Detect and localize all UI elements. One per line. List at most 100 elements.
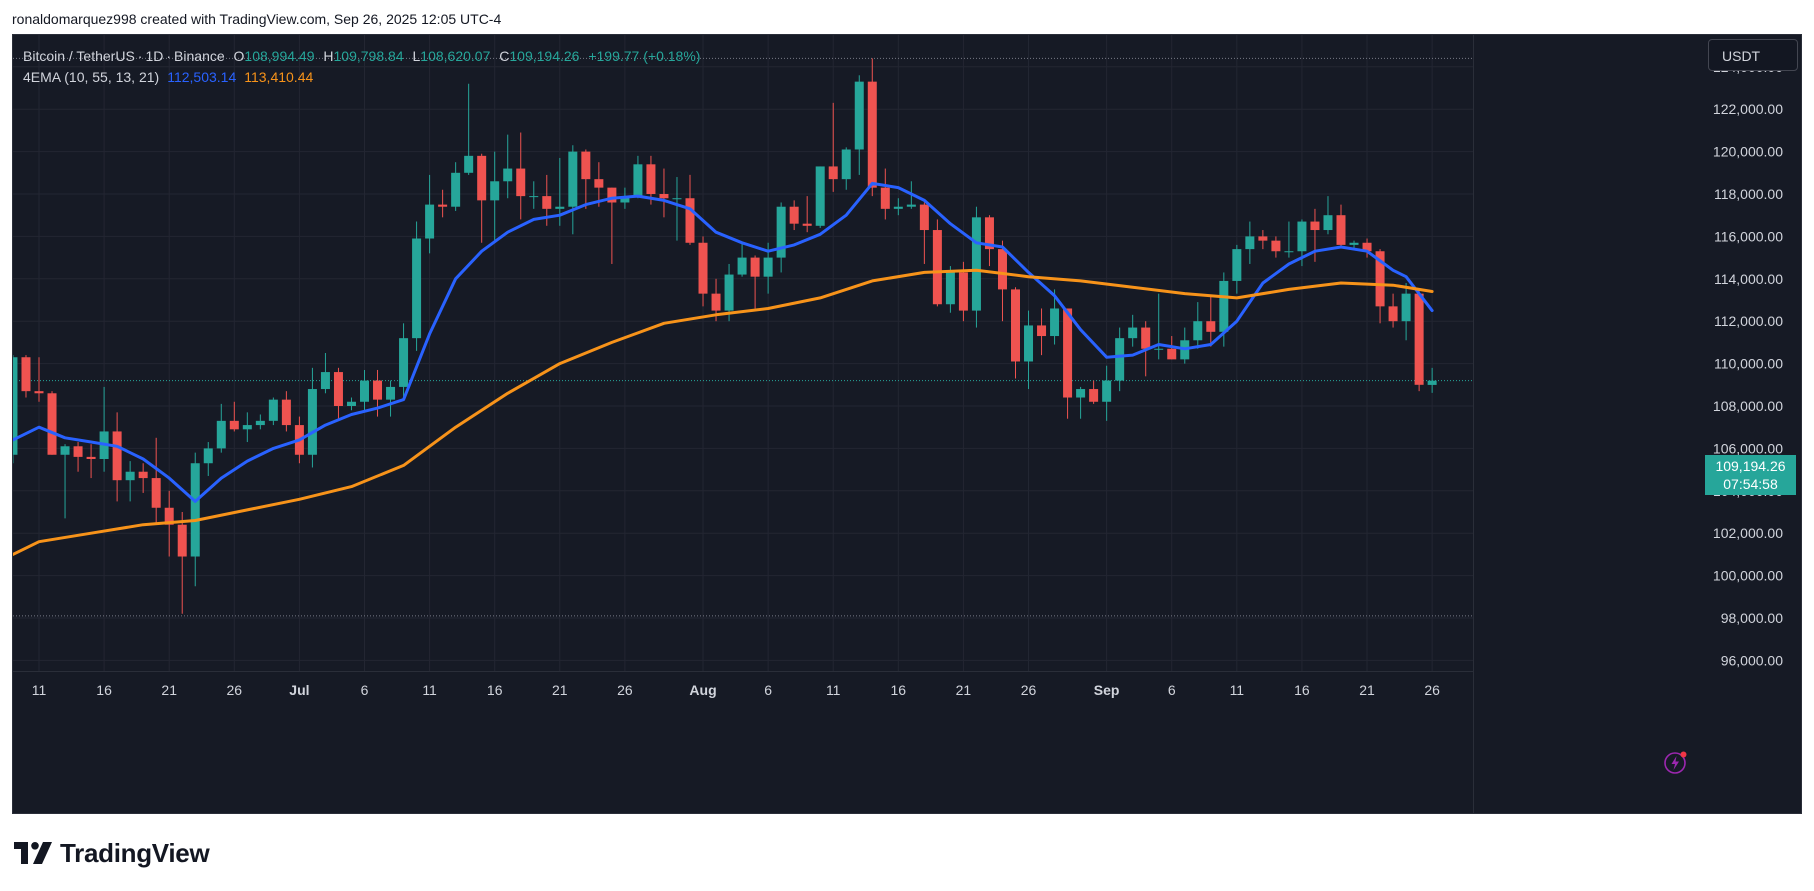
price-axis-label: 118,000.00 [1714, 186, 1783, 202]
candle-bearish [1388, 293, 1398, 328]
candle-body [503, 168, 513, 182]
candle-body [73, 446, 83, 457]
ema-slow-line [13, 268, 1434, 556]
candle-bearish [177, 512, 187, 614]
currency-button[interactable]: USDT [1708, 39, 1798, 71]
candle-body [568, 151, 578, 207]
candle-body [620, 196, 630, 203]
candle-bullish [464, 83, 474, 175]
candle-body [841, 149, 851, 180]
candle-body [177, 524, 187, 557]
exchange: Binance [174, 48, 225, 64]
candle-body [21, 357, 31, 392]
time-axis-label: Jul [289, 682, 309, 698]
symbol-name[interactable]: Bitcoin / TetherUS [23, 48, 135, 64]
candle-bullish [216, 403, 226, 453]
time-axis-label: 16 [487, 682, 503, 698]
candle-body [607, 187, 617, 203]
candle-bearish [607, 187, 617, 264]
alert-lightning-icon[interactable] [1663, 749, 1689, 775]
candle-body [828, 166, 838, 180]
candle-bearish [112, 412, 122, 502]
close-value: 109,194.26 [509, 48, 580, 64]
candle-bearish [281, 391, 291, 432]
candle-body [594, 179, 604, 188]
candle-body [971, 217, 981, 311]
candle-body [945, 272, 955, 305]
candle-body [1349, 242, 1359, 245]
tradingview-brand[interactable]: TradingView [14, 837, 210, 868]
price-axis-label: 100,000.00 [1713, 568, 1783, 584]
candle-bullish [776, 202, 786, 273]
candle-bearish [229, 401, 239, 432]
candle-body [789, 206, 799, 224]
candle-body [698, 242, 708, 294]
candle-bearish [138, 463, 148, 493]
price-axis-label: 110,000.00 [1714, 356, 1783, 372]
candle-body [1154, 348, 1164, 350]
candle-bullish [1180, 327, 1190, 364]
candle-bullish [451, 162, 461, 211]
candle-bullish [815, 166, 825, 228]
candle-body [711, 293, 721, 311]
candle-bearish [646, 155, 656, 205]
timeframe[interactable]: 1D [145, 48, 164, 64]
candle-body [216, 420, 226, 449]
candle-body [958, 272, 968, 311]
candle-body [1310, 221, 1320, 231]
candle-bullish [268, 397, 278, 426]
price-chart[interactable]: 96,000.00 98,000.00 100,000.00 102,000.00 10… [13, 35, 1801, 813]
candle-body [281, 399, 291, 426]
time-axis-label: 11 [32, 682, 47, 698]
candle-body [555, 206, 565, 209]
candle-body [399, 338, 409, 387]
candle-body [672, 198, 682, 200]
time-axis-label: 11 [826, 682, 841, 698]
price-axis-label: 120,000.00 [1713, 144, 1783, 160]
candle-body [685, 198, 695, 243]
time-axis-label: 11 [422, 682, 437, 698]
ema-slow-value: 113,410.44 [244, 69, 314, 85]
candle-body [1024, 325, 1034, 362]
candle-bullish [841, 147, 851, 190]
candle-bullish [529, 181, 539, 209]
candle-body [47, 393, 57, 455]
time-axis-label: 21 [956, 682, 972, 698]
close-label: C [499, 48, 510, 64]
time-axis-label: Aug [689, 682, 716, 698]
candle-body [255, 420, 265, 426]
candle-bullish [1193, 302, 1203, 349]
candle-body [529, 196, 539, 198]
candle-body [893, 206, 903, 209]
candle-bearish [698, 236, 708, 307]
price-axis-label: 96,000.00 [1721, 652, 1783, 668]
low-label: L [412, 48, 421, 64]
indicator-name[interactable]: 4EMA (10, 55, 13, 21) [23, 69, 160, 85]
candle-body [932, 230, 942, 305]
chart-pane[interactable]: 96,000.00 98,000.00 100,000.00 102,000.00 10… [12, 34, 1802, 814]
price-axis-label: 106,000.00 [1713, 440, 1783, 456]
tradingview-logo-icon [14, 842, 52, 864]
candle-body [815, 166, 825, 226]
candle-body [386, 386, 396, 400]
indicator-legend-row: 4EMA (10, 55, 13, 21) 112,503.14 113,410.4… [23, 67, 700, 88]
time-axis-label: 16 [1294, 682, 1310, 698]
candle-body [1362, 242, 1372, 252]
candle-body [997, 249, 1007, 290]
candle-body [1076, 389, 1086, 398]
legend-separator: · [166, 48, 172, 64]
ema-fast-line [13, 181, 1434, 503]
candle-body [360, 380, 369, 402]
candle-body [1271, 240, 1281, 252]
price-axis-label: 122,000.00 [1713, 101, 1783, 117]
candle-body [776, 206, 786, 258]
candle-body [659, 194, 669, 199]
candle-body [1258, 236, 1268, 241]
brand-name: TradingView [60, 837, 210, 868]
candle-bullish [724, 263, 734, 322]
candle-body [516, 168, 526, 197]
candle-bullish [1401, 283, 1411, 341]
candle-body [13, 357, 18, 455]
candle-body [1232, 249, 1242, 281]
change-value: +199.77 (+0.18%) [588, 48, 701, 64]
